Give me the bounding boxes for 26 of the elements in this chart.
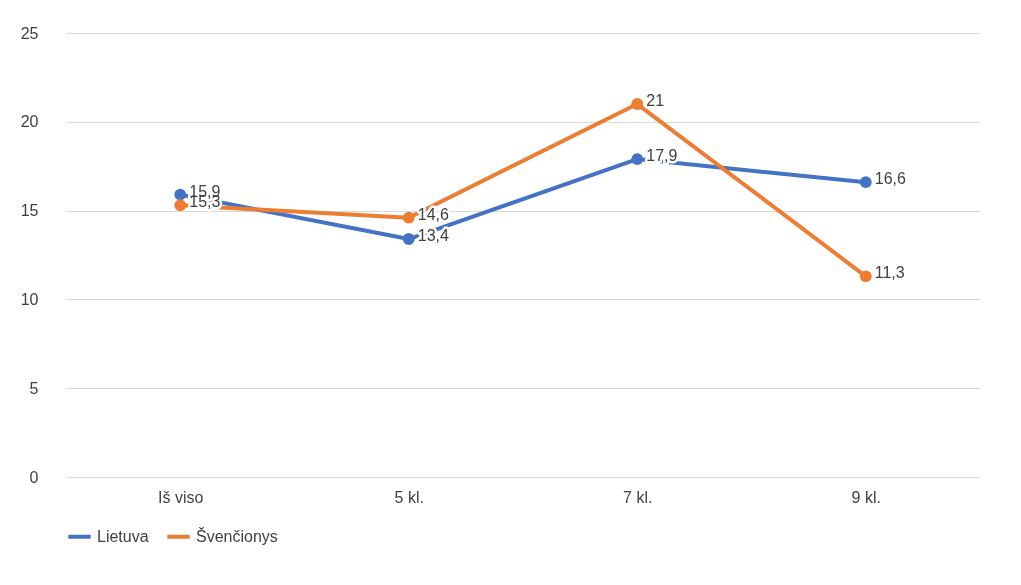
y-tick-label: 15 [20, 202, 39, 220]
y-tick-label: 10 [20, 290, 39, 308]
data-label: 21 [646, 92, 665, 110]
point [174, 199, 187, 212]
x-tick-label: 7 kl. [623, 488, 653, 506]
point [859, 270, 872, 283]
point [174, 188, 187, 201]
legend-label: Lietuva [97, 527, 149, 545]
y-tick-label: 0 [29, 468, 39, 486]
point [631, 98, 644, 110]
point [402, 211, 415, 224]
legend-label: Švenčionys [196, 526, 278, 545]
x-tick-label: 9 kl. [851, 488, 881, 506]
y-tick-label: 20 [20, 113, 39, 131]
x-tick-label: 5 kl. [394, 488, 424, 506]
data-label: 17,9 [646, 147, 678, 165]
point [631, 153, 644, 165]
data-label: 16,6 [874, 170, 906, 188]
y-tick-label: 25 [20, 24, 39, 42]
point [859, 176, 872, 189]
y-tick-label: 5 [29, 379, 39, 397]
x-tick-label: Iš viso [158, 488, 204, 506]
point [402, 233, 415, 245]
data-label: 13,4 [417, 227, 449, 245]
data-label: 14,6 [417, 205, 449, 223]
data-label: 11,3 [874, 264, 905, 282]
